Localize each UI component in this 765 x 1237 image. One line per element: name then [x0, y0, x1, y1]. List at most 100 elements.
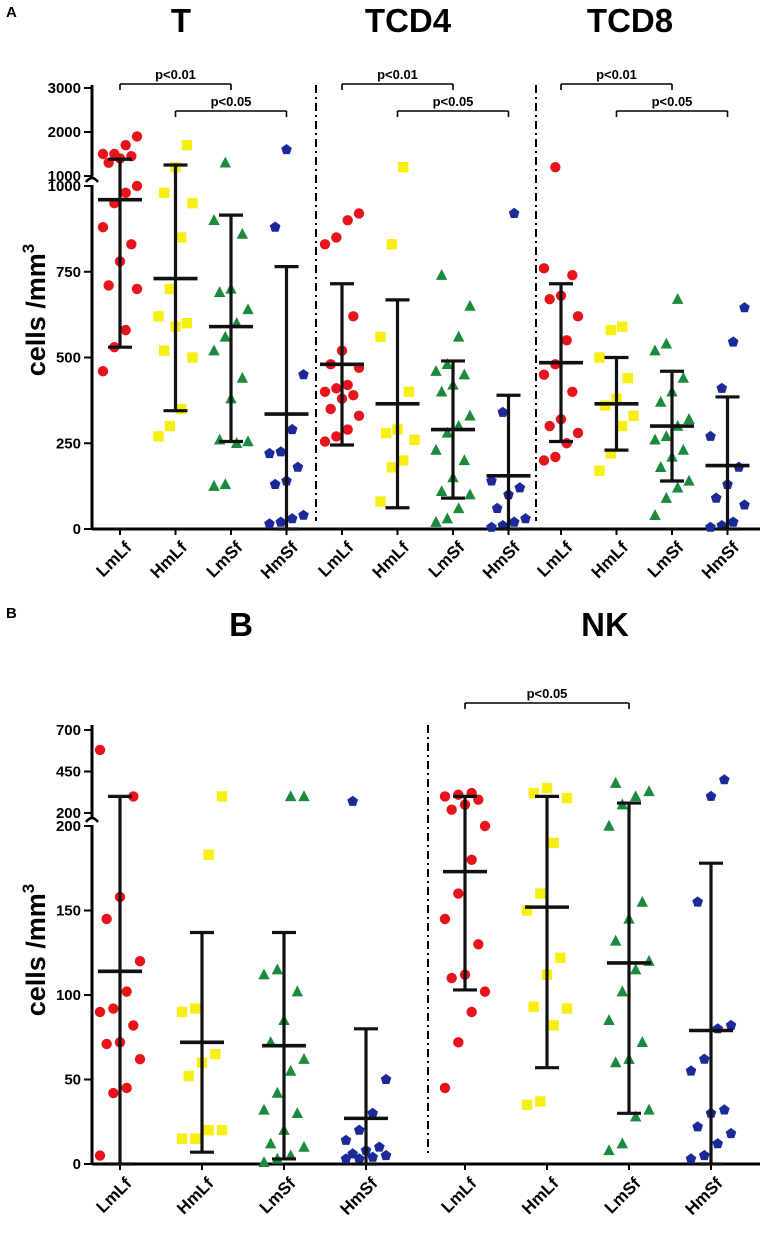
data-point — [605, 324, 617, 336]
y-tick-label: 250 — [56, 435, 81, 452]
data-point — [264, 447, 275, 459]
data-point — [685, 1153, 697, 1164]
data-point — [380, 1149, 392, 1161]
data-point — [649, 433, 661, 445]
data-point — [109, 148, 120, 160]
category-label: HmSf — [257, 538, 302, 583]
data-point — [397, 162, 409, 173]
y-tick-label: 0 — [73, 521, 81, 538]
data-point — [242, 303, 254, 315]
data-point — [208, 214, 220, 225]
data-point — [453, 1037, 464, 1048]
data-point — [692, 1121, 703, 1132]
significance-label: p<0.01 — [377, 67, 418, 82]
data-point — [236, 371, 249, 383]
category-label: HmSf — [336, 1174, 381, 1219]
data-point — [264, 1137, 277, 1149]
data-point — [719, 1104, 730, 1115]
data-point — [331, 431, 342, 442]
data-point — [683, 413, 695, 424]
data-point — [258, 1156, 270, 1168]
data-point — [386, 239, 398, 250]
data-point — [97, 148, 109, 160]
data-point — [153, 431, 164, 442]
data-point — [375, 496, 386, 507]
series-hmlf — [594, 321, 639, 476]
group-tcd8: TCD8 LmLf HmLf LmSf HmSf p<0.01 p<0.05 — [534, 2, 750, 583]
data-point — [561, 438, 572, 449]
data-point — [453, 888, 464, 899]
series-hmsf — [486, 207, 531, 532]
data-point — [367, 1151, 378, 1162]
data-point — [208, 479, 220, 491]
data-point — [430, 515, 442, 527]
data-point — [603, 819, 615, 831]
data-point — [649, 344, 661, 356]
data-point — [374, 1141, 385, 1152]
data-point — [603, 1014, 615, 1026]
data-point — [219, 478, 232, 490]
data-point — [284, 1064, 297, 1076]
data-point — [298, 1053, 310, 1064]
data-point — [458, 368, 471, 380]
data-point — [643, 1103, 655, 1115]
data-point — [727, 516, 739, 527]
data-point — [367, 1107, 378, 1118]
data-point — [203, 849, 214, 860]
data-point — [446, 804, 457, 815]
data-point — [479, 820, 491, 832]
category-label: HmLf — [173, 1174, 217, 1218]
data-point — [629, 963, 642, 975]
data-point — [452, 502, 465, 514]
category-label: LmSf — [425, 538, 469, 582]
data-point — [181, 318, 193, 329]
data-point — [508, 516, 520, 527]
y-axis-title: cells /mm3 — [19, 884, 51, 1017]
data-point — [435, 385, 448, 397]
data-point — [103, 280, 114, 291]
data-point — [528, 787, 539, 799]
series-hmlf — [176, 791, 228, 1154]
data-point — [712, 1138, 723, 1149]
category-label: HmSf — [479, 538, 524, 583]
series-hmlf — [521, 782, 573, 1111]
group-title: TCD8 — [587, 2, 673, 39]
significance-label: p<0.05 — [211, 94, 252, 109]
data-point — [561, 1003, 573, 1014]
data-point — [491, 502, 503, 513]
data-point — [128, 1020, 139, 1031]
data-point — [567, 269, 578, 281]
series-lmlf — [538, 162, 584, 466]
data-point — [120, 140, 131, 151]
data-point — [298, 790, 310, 802]
data-point — [430, 365, 442, 376]
data-point — [699, 1053, 710, 1064]
data-point — [616, 420, 628, 432]
series-lmlf — [97, 131, 143, 377]
data-point — [671, 481, 684, 493]
data-point — [291, 1107, 304, 1118]
series-lmlf — [439, 787, 491, 1094]
data-point — [120, 187, 131, 199]
data-point — [654, 461, 667, 472]
data-point — [236, 227, 249, 239]
data-point — [131, 180, 143, 192]
category-label: HmLf — [147, 538, 191, 582]
data-point — [439, 1082, 451, 1094]
series-hmsf — [705, 302, 750, 532]
y-tick-label: 1000 — [48, 178, 81, 195]
data-point — [479, 986, 491, 997]
y-tick-label: 750 — [56, 264, 81, 281]
data-point — [441, 358, 454, 370]
data-point — [380, 427, 392, 439]
y-tick-label: 200 — [56, 818, 81, 835]
series-lmsf — [208, 156, 254, 491]
data-point — [683, 474, 695, 486]
y-tick-label: 150 — [56, 903, 81, 920]
significance-label: p<0.01 — [155, 67, 196, 82]
y-tick-label: 100 — [56, 987, 81, 1004]
y-tick-label-upper: 200 — [56, 805, 81, 822]
